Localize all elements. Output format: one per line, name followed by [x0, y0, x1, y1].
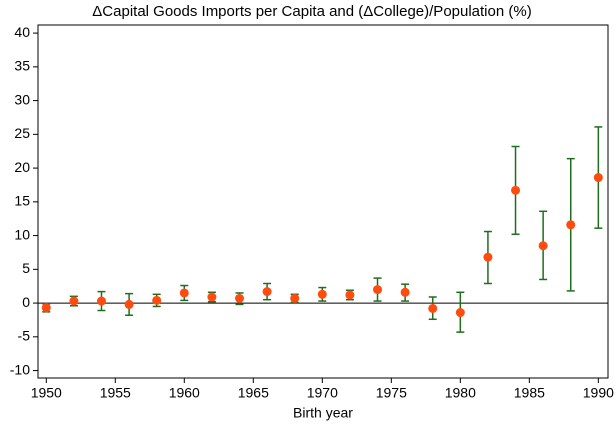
y-tick-label: 40	[14, 24, 30, 40]
point	[179, 288, 189, 298]
y-tick-label: 35	[14, 58, 30, 74]
point	[483, 252, 493, 262]
point	[455, 308, 465, 318]
x-tick-label: 1980	[445, 385, 476, 401]
chart-title: ΔCapital Goods Imports per Capita and (Δ…	[92, 3, 531, 20]
plot-frame	[37, 24, 609, 379]
point	[124, 299, 134, 309]
point	[317, 289, 327, 299]
x-tick-label: 1990	[583, 385, 614, 401]
point	[566, 220, 576, 230]
y-tick-label: -10	[10, 361, 30, 377]
x-axis-label: Birth year	[293, 405, 353, 421]
point	[290, 293, 300, 303]
y-tick-label: 5	[22, 260, 30, 276]
point	[400, 287, 410, 297]
x-tick-label: 1975	[376, 385, 407, 401]
y-tick-label: 10	[14, 226, 30, 242]
x-tick-label: 1970	[307, 385, 338, 401]
point	[69, 296, 79, 306]
y-tick-label: -5	[18, 328, 31, 344]
x-tick-label: 1960	[169, 385, 200, 401]
point	[96, 296, 106, 306]
point	[511, 185, 521, 195]
x-tick-label: 1985	[514, 385, 545, 401]
y-tick-label: 15	[14, 193, 30, 209]
x-tick-label: 1955	[100, 385, 131, 401]
point	[41, 303, 51, 313]
point	[538, 241, 548, 251]
y-tick-label: 0	[22, 294, 30, 310]
point	[152, 295, 162, 305]
point	[262, 287, 272, 297]
point	[345, 290, 355, 300]
y-tick-label: 30	[14, 91, 30, 107]
y-tick-label: 20	[14, 159, 30, 175]
point	[373, 285, 383, 295]
x-tick-label: 1950	[31, 385, 62, 401]
x-tick-label: 1965	[238, 385, 269, 401]
point	[428, 303, 438, 313]
y-tick-label: 25	[14, 125, 30, 141]
point	[235, 293, 245, 303]
point	[593, 173, 603, 183]
point	[207, 292, 217, 302]
